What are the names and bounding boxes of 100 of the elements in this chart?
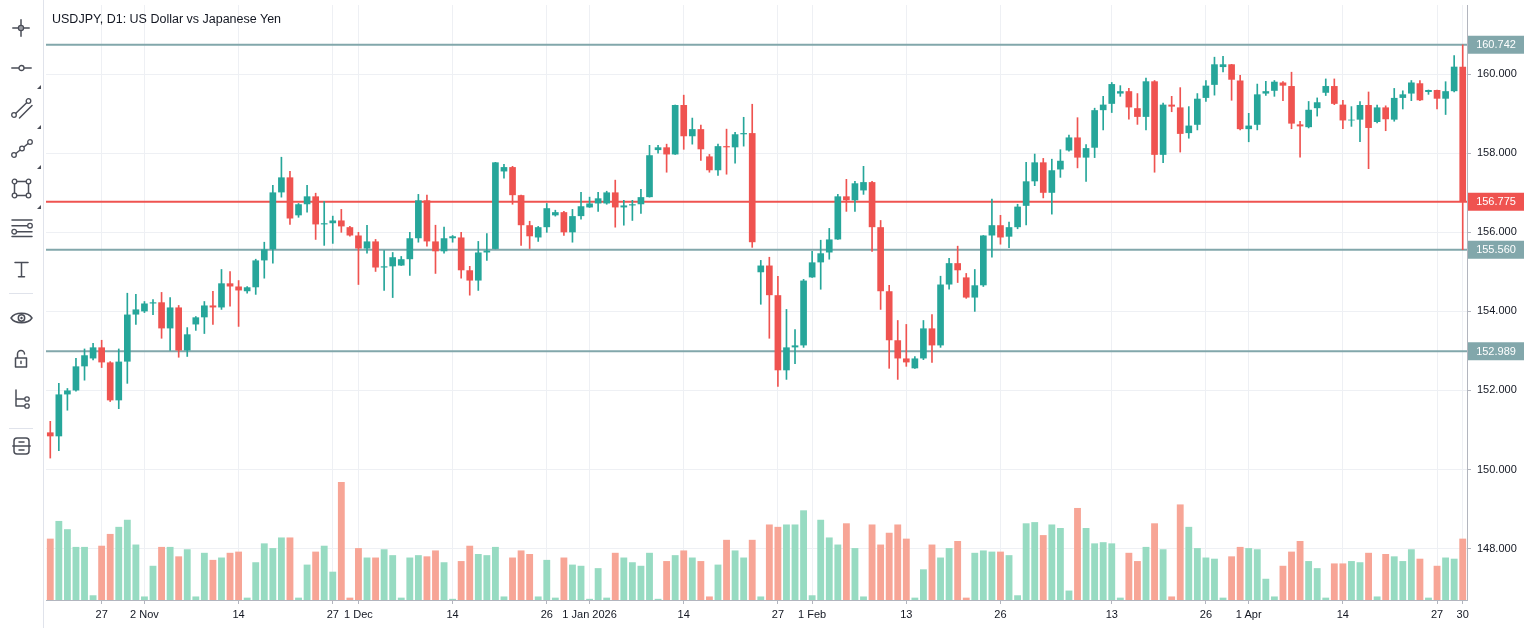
bar: [1382, 553, 1390, 600]
candlestick: [1296, 120, 1304, 158]
y-tick-label: 150.000: [1477, 462, 1517, 475]
x-tick-label: 2 Nov: [130, 607, 160, 620]
bar: [81, 546, 88, 600]
candlestick: [46, 420, 54, 459]
x-tick-label: 27: [1430, 607, 1444, 620]
bar: [414, 555, 422, 600]
y-tick-label: 158.000: [1477, 146, 1517, 159]
bar: [218, 557, 225, 600]
x-tick-label: 1 Jan 2026: [562, 607, 617, 620]
bar: [723, 539, 730, 600]
candlestick: [1116, 85, 1124, 97]
bar: [842, 523, 850, 600]
bar: [115, 526, 123, 600]
bar: [355, 548, 362, 600]
bar: [1159, 549, 1167, 600]
bar: [1407, 549, 1415, 600]
y-tick-label: 156.000: [1477, 225, 1517, 238]
candlestick: [329, 215, 337, 244]
x-tick-label: 26: [994, 607, 1007, 620]
x-tick-label: 1 Dec: [344, 607, 374, 620]
bar: [646, 552, 653, 600]
bar: [141, 596, 148, 600]
x-tick-label: 30: [1456, 607, 1469, 620]
bar: [1211, 558, 1218, 600]
y-tick-label: 152.000: [1477, 383, 1517, 396]
bar: [902, 538, 910, 600]
bar: [509, 557, 516, 600]
bar: [166, 546, 174, 600]
x-tick-label: 14: [232, 607, 245, 620]
bar: [98, 545, 106, 600]
candlestick: [132, 294, 140, 325]
x-tick-label: 26: [540, 607, 553, 620]
bar: [757, 596, 765, 600]
ref-line-label: 156.775: [1476, 195, 1516, 208]
bar: [997, 551, 1004, 600]
bar: [954, 541, 962, 600]
candlestick: [337, 209, 345, 233]
ref-line-label: 160.742: [1476, 38, 1516, 51]
candlestick: [1262, 80, 1270, 96]
text: USDJPY, D1: US Dollar vs Japanese Yen: [52, 12, 282, 27]
bar: [611, 552, 619, 600]
bar: [55, 520, 63, 600]
candlestick: [209, 290, 217, 325]
bar: [89, 595, 97, 600]
bar: [560, 557, 568, 600]
bar: [1236, 546, 1244, 600]
candlestick: [817, 239, 825, 290]
bar: [663, 561, 671, 600]
bar: [500, 596, 508, 600]
bar: [1185, 526, 1193, 600]
bar: [1056, 528, 1064, 600]
candlestick: [380, 250, 388, 291]
bar: [1459, 538, 1467, 600]
bar: [1151, 523, 1158, 600]
bar: [1348, 561, 1355, 600]
bar: [235, 551, 243, 600]
bar: [1039, 535, 1047, 600]
x-tick-label: 27: [771, 607, 785, 620]
candlestick: [1279, 81, 1287, 101]
bar: [877, 544, 885, 600]
y-tick-label: 160.000: [1477, 67, 1517, 80]
bar: [1014, 595, 1022, 600]
y-tick-label: 148.000: [1477, 541, 1517, 554]
y-tick-label: 154.000: [1477, 304, 1517, 317]
bar: [432, 550, 439, 600]
candlestick: [1185, 106, 1193, 139]
bar: [860, 596, 867, 600]
bar: [680, 550, 688, 600]
bar: [688, 557, 696, 600]
candlestick: [1168, 96, 1176, 113]
bar: [1245, 548, 1253, 600]
bar: [312, 551, 320, 600]
bar: [1134, 561, 1141, 600]
bar: [1125, 552, 1133, 600]
bar: [46, 538, 54, 600]
bar: [1176, 504, 1184, 600]
x-tick-label: 27: [326, 607, 339, 620]
bar: [971, 552, 979, 600]
bar: [175, 556, 183, 600]
x-tick-label: 1 Feb: [798, 607, 827, 620]
bar: [920, 569, 927, 600]
bar: [1168, 596, 1176, 600]
bar: [1373, 596, 1381, 600]
bar: [748, 539, 756, 600]
bar: [63, 529, 71, 600]
bar: [303, 564, 311, 600]
bar: [1270, 596, 1278, 600]
x-tick-label: 26: [1199, 607, 1213, 620]
bar: [372, 557, 379, 600]
candlestick: [1099, 96, 1107, 131]
bar: [1048, 524, 1056, 600]
candlestick: [389, 252, 397, 298]
candlestick: [757, 260, 765, 305]
x-tick-label: 13: [1105, 607, 1118, 620]
bar: [628, 562, 636, 600]
bar: [1305, 561, 1313, 600]
candlestick: [1399, 90, 1407, 110]
bar: [706, 596, 713, 600]
